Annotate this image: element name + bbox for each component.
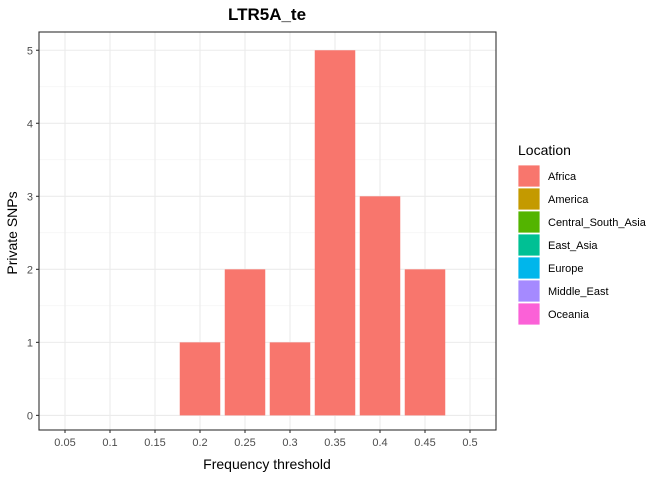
bar-0.45 [404, 269, 446, 416]
y-tick-label: 3 [27, 191, 33, 203]
x-tick-label: 0.5 [462, 437, 477, 449]
plot-area: 0 1 2 3 4 5 0.05 0.1 0.15 0.2 0.25 0.3 0.35 0.4 0.45 0.… [27, 31, 497, 449]
legend-key-Oceania [517, 302, 541, 326]
panel-border [38, 31, 497, 431]
x-tick-label: 0.05 [54, 437, 75, 449]
legend-label-Middle_East: Middle_East [548, 286, 609, 298]
y-tick-label: 4 [27, 118, 33, 130]
y-axis-title: Private SNPs [4, 191, 20, 274]
y-tick-label: 5 [27, 45, 33, 57]
y-tick-label: 0 [27, 410, 33, 422]
x-tick-label: 0.4 [372, 437, 387, 449]
legend-label-East_Asia: East_Asia [548, 240, 598, 252]
chart-title: LTR5A_te [228, 5, 306, 24]
legend-label-Oceania: Oceania [548, 309, 590, 321]
legend-label-Central_South_Asia: Central_South_Asia [548, 217, 647, 229]
legend-label-Africa: Africa [548, 171, 577, 183]
legend-key-East_Asia [517, 233, 541, 257]
x-tick-label: 0.25 [234, 437, 255, 449]
bar-0.2 [179, 342, 221, 416]
legend-key-Central_South_Asia [517, 210, 541, 234]
bar-0.35 [314, 50, 356, 416]
bar-0.4 [359, 196, 401, 416]
x-tick-label: 0.15 [144, 437, 165, 449]
legend-items: Africa America Central_South_Asia East_Asia… [517, 164, 647, 326]
x-tick-label: 0.2 [192, 437, 207, 449]
x-axis-title: Frequency threshold [203, 456, 331, 472]
legend-label-America: America [548, 194, 589, 206]
legend-title: Location [518, 142, 571, 158]
x-tick-label: 0.1 [102, 437, 117, 449]
legend-label-Europe: Europe [548, 263, 583, 275]
legend-key-Middle_East [517, 279, 541, 303]
x-tick-label: 0.3 [282, 437, 297, 449]
bar-0.25 [224, 269, 266, 416]
x-tick-label: 0.35 [324, 437, 345, 449]
legend-key-Europe [517, 256, 541, 280]
y-tick-label: 2 [27, 264, 33, 276]
y-tick-label: 1 [27, 337, 33, 349]
legend-key-Africa [517, 164, 541, 188]
x-tick-label: 0.45 [414, 437, 435, 449]
bar-0.3 [269, 342, 311, 416]
legend-key-America [517, 187, 541, 211]
